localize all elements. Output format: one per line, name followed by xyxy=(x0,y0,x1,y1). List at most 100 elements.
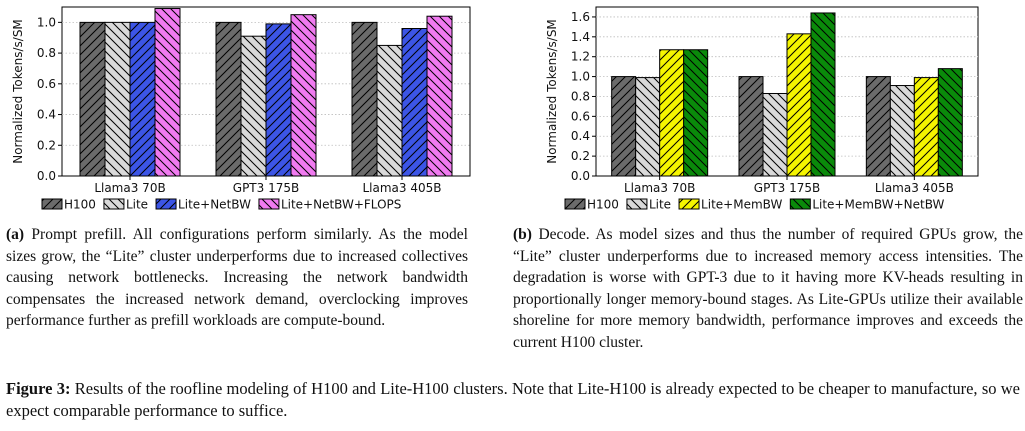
caption-a: (a) Prompt prefill. All configurations p… xyxy=(6,224,468,332)
bar-hatch xyxy=(129,21,156,177)
y-tick-label: 0.2 xyxy=(37,138,56,152)
bar-hatch xyxy=(865,76,891,177)
legend-label: Lite xyxy=(126,198,148,212)
bar-lite xyxy=(889,85,915,177)
x-tick-label: GPT3 175B xyxy=(754,181,820,195)
bar-hatch xyxy=(290,14,317,177)
bar-lite xyxy=(762,92,788,177)
x-tick-label: Llama3 70B xyxy=(94,181,165,195)
bar-hatch xyxy=(659,49,685,177)
legend-label: H100 xyxy=(64,198,96,212)
y-tick-label: 1.6 xyxy=(571,10,590,24)
legend-item: Lite+NetBW xyxy=(155,198,251,212)
bar-lite-membw-netbw xyxy=(683,49,709,177)
bar-lite-netbw-flops xyxy=(426,15,453,177)
bar-lite-netbw xyxy=(265,23,292,177)
legend-label: Lite+MemBW+NetBW xyxy=(812,198,944,212)
bar-h100 xyxy=(215,21,242,177)
bar-hatch xyxy=(937,68,963,177)
bar-hatch xyxy=(426,15,453,177)
bar-lite-membw xyxy=(913,77,939,177)
legend-swatch-hatch xyxy=(626,198,648,210)
bar-hatch xyxy=(154,8,181,177)
bar-lite xyxy=(240,35,267,177)
bar-hatch xyxy=(786,33,812,177)
y-tick-label: 1.2 xyxy=(571,50,590,64)
bar-h100 xyxy=(79,21,106,177)
x-tick-label: Llama3 405B xyxy=(362,181,441,195)
y-tick-label: 0.4 xyxy=(571,129,590,143)
bar-h100 xyxy=(738,76,764,177)
y-tick-label: 1.0 xyxy=(571,70,590,84)
figure-caption-label: Figure 3: xyxy=(6,379,71,398)
caption-a-label: (a) xyxy=(6,226,25,243)
bar-lite xyxy=(635,77,661,177)
legend-swatch-hatch xyxy=(103,198,125,210)
chart-prompt-prefill: 0.0 0.2 0.4 0.6 0.8 1.0 Normalized Tokens/s/SM… xyxy=(11,6,471,212)
y-tick-label: 0.8 xyxy=(37,46,56,60)
bar-hatch xyxy=(79,21,106,177)
x-tick-label: Llama3 405B xyxy=(875,181,954,195)
bar-hatch xyxy=(215,21,242,177)
caption-a-text: Prompt prefill. All configurations perfo… xyxy=(6,226,468,329)
figure-caption: Figure 3: Results of the roofline modeli… xyxy=(6,378,1020,422)
bar-hatch xyxy=(240,35,267,177)
figure-charts: 0.0 0.2 0.4 0.6 0.8 1.0 Normalized Tokens/s/SM… xyxy=(11,6,979,212)
y-tick-label: 0.8 xyxy=(571,89,590,103)
y-tick-label: 1.0 xyxy=(37,15,56,29)
bar-lite-netbw xyxy=(401,28,428,177)
y-tick-label: 0.6 xyxy=(571,109,590,123)
legend-label: Lite+NetBW xyxy=(178,198,251,212)
bar-lite-membw-netbw xyxy=(810,12,836,177)
legend-label: Lite+MemBW xyxy=(701,198,782,212)
bar-hatch xyxy=(683,49,709,177)
bar-hatch xyxy=(265,23,292,177)
bar-lite-netbw xyxy=(129,21,156,177)
y-axis-label: Normalized Tokens/s/SM xyxy=(545,19,559,164)
legend-swatch-hatch xyxy=(564,198,586,210)
legend-item: Lite+MemBW xyxy=(678,198,782,212)
bar-hatch xyxy=(889,85,915,177)
bar-hatch xyxy=(738,76,764,177)
legend-label: H100 xyxy=(587,198,619,212)
caption-b: (b) Decode. As model sizes and thus the … xyxy=(513,224,1023,353)
bar-hatch xyxy=(401,28,428,177)
legend-item: Lite+NetBW+FLOPS xyxy=(258,198,401,212)
caption-b-label: (b) xyxy=(513,226,532,243)
bar-hatch xyxy=(810,12,836,177)
legend-swatch-hatch xyxy=(155,198,177,210)
legend-swatch-hatch xyxy=(789,198,811,210)
bar-h100 xyxy=(611,76,637,177)
figure-caption-text: Results of the roofline modeling of H100… xyxy=(6,379,1021,420)
legend-item: H100 xyxy=(564,198,619,212)
legend-label: Lite+NetBW+FLOPS xyxy=(281,198,401,212)
bar-hatch xyxy=(762,92,788,177)
bar-h100 xyxy=(351,21,378,177)
bar-lite-membw-netbw xyxy=(937,68,963,177)
legend-label: Lite xyxy=(649,198,671,212)
bar-hatch xyxy=(635,77,661,177)
legend-swatch-hatch xyxy=(258,198,280,210)
bar-lite-membw xyxy=(786,33,812,177)
bar-lite-netbw-flops xyxy=(154,8,181,177)
bar-h100 xyxy=(865,76,891,177)
bar-hatch xyxy=(913,77,939,177)
y-axis-label: Normalized Tokens/s/SM xyxy=(11,19,25,164)
bar-lite-membw xyxy=(659,49,685,177)
bar-lite xyxy=(104,21,131,177)
y-tick-label: 0.2 xyxy=(571,149,590,163)
legend-swatch-hatch xyxy=(41,198,63,210)
legend-item: Lite xyxy=(626,198,671,212)
bar-hatch xyxy=(351,21,378,177)
legend-swatch-hatch xyxy=(678,198,700,210)
bar-lite-netbw-flops xyxy=(290,14,317,177)
bar-hatch xyxy=(376,44,403,177)
caption-b-text: Decode. As model sizes and thus the numb… xyxy=(513,226,1023,351)
bar-hatch xyxy=(611,76,637,177)
y-tick-label: 0.4 xyxy=(37,108,56,122)
chart-decode: 0.0 0.2 0.4 0.6 0.8 1.0 1.2 1.4 1.6 Normalized To… xyxy=(545,6,979,212)
y-tick-label: 1.4 xyxy=(571,30,590,44)
legend-item: Lite xyxy=(103,198,148,212)
bar-lite xyxy=(376,44,403,177)
bar-hatch xyxy=(104,21,131,177)
